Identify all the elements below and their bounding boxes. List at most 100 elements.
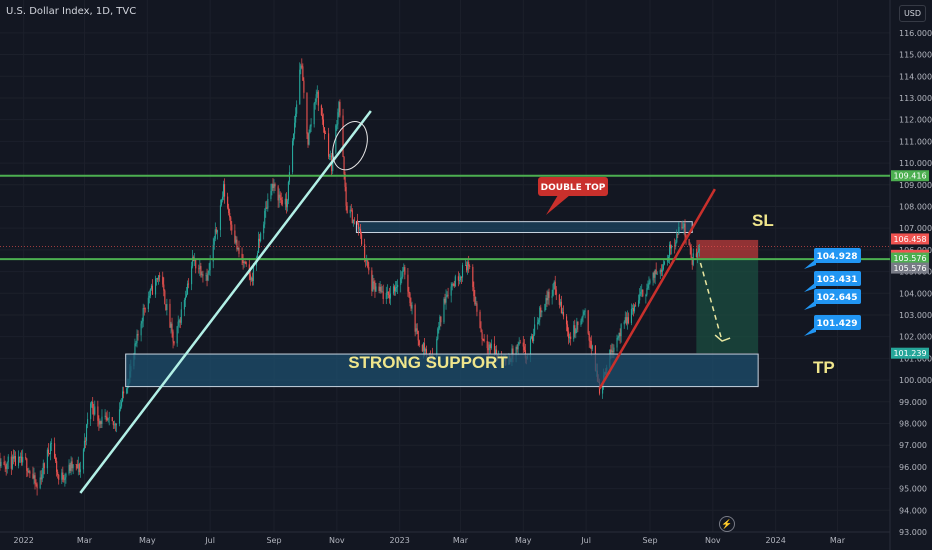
candle-body [465, 264, 467, 266]
candle-body [459, 276, 462, 281]
candle-body [453, 283, 455, 287]
candle-body [364, 244, 366, 259]
candle-body [5, 466, 7, 469]
candle-body [349, 209, 351, 214]
candle-body [273, 184, 275, 188]
candle-body [372, 281, 374, 292]
candle-body [64, 477, 66, 480]
candle-body [486, 341, 488, 349]
candle-body [126, 388, 128, 394]
candle-body [237, 247, 239, 250]
projection-arrow [699, 262, 723, 342]
candle-body [670, 244, 672, 249]
stop-loss-zone [696, 239, 759, 260]
candle-body [271, 183, 273, 191]
candle-body [530, 336, 533, 339]
candle-body [458, 280, 460, 281]
candle-body [260, 233, 262, 242]
candle-body [625, 317, 627, 324]
candle-body [671, 245, 673, 249]
candle-body [72, 464, 74, 469]
currency-button[interactable]: USD [899, 5, 926, 22]
candle-body [157, 278, 159, 280]
candle-body [224, 184, 226, 197]
candle-body [42, 463, 44, 475]
candle-body [62, 472, 64, 480]
candle-body [545, 298, 547, 305]
candle-body [92, 401, 94, 409]
candle-body [315, 94, 317, 102]
candle-body [388, 294, 390, 299]
candle-body [34, 475, 36, 484]
candle-body [555, 289, 557, 295]
candle-body [26, 458, 28, 471]
candle-body [617, 337, 619, 339]
candle-body [558, 294, 560, 305]
candle-body [418, 340, 420, 346]
candle-body [238, 247, 240, 254]
candle-body [29, 471, 31, 474]
candle-body [519, 342, 521, 344]
candle-body [235, 239, 237, 243]
candle-body [119, 406, 122, 410]
candle-body [386, 291, 388, 293]
candle-body [588, 333, 590, 341]
candle-body [460, 276, 463, 278]
candle-body [529, 338, 532, 357]
candle-body [639, 294, 641, 301]
support-zone [125, 353, 759, 388]
candle-body [551, 295, 553, 298]
candle-body [367, 260, 369, 267]
candle-body [337, 112, 339, 125]
candle-body [344, 173, 346, 187]
candle-body [25, 456, 27, 459]
candle-body [440, 316, 442, 323]
candle-body [681, 226, 683, 228]
label-pointer [804, 326, 816, 336]
candle-body [330, 155, 332, 157]
candle-body [481, 332, 483, 340]
candle-body [149, 288, 151, 296]
time-tick-label: Jul [580, 536, 591, 545]
candle-body [577, 321, 579, 326]
candle-body [245, 261, 247, 265]
time-tick-label: Mar [77, 536, 93, 545]
candle-body [56, 461, 58, 472]
price-level-badge [891, 233, 929, 245]
candle-body [33, 475, 35, 479]
chart-drawings [0, 110, 890, 494]
candle-body [277, 186, 279, 201]
candle-body [303, 80, 305, 93]
price-level-label: 109.416 [893, 172, 926, 181]
candle-body [359, 228, 362, 235]
lightning-icon[interactable]: ⚡ [719, 516, 735, 532]
price-level-badge [891, 170, 929, 182]
candle-body [396, 287, 398, 288]
time-tick-label: Jul [204, 536, 215, 545]
candle-body [655, 269, 657, 275]
candle-body [83, 440, 86, 450]
candle-body [294, 122, 296, 134]
candle-body [575, 329, 577, 334]
candle-body [4, 465, 6, 467]
candle-body [350, 209, 352, 211]
candle-body [494, 349, 497, 354]
candle-body [230, 217, 232, 225]
candle-body [356, 219, 358, 224]
candle-body [476, 303, 478, 312]
candle-body [684, 223, 686, 237]
price-tick-label: 115.000 [899, 51, 932, 60]
candle-body [482, 339, 484, 340]
candle-body [299, 69, 301, 105]
price-tick-label: 98.000 [899, 419, 927, 428]
candle-body [244, 261, 246, 263]
candle-body [611, 350, 613, 353]
candle-body [610, 349, 612, 353]
candle-body [180, 309, 182, 323]
price-tick-label: 100.000 [899, 376, 932, 385]
candle-body [411, 305, 413, 309]
candle-body [381, 291, 383, 293]
candle-body [61, 472, 63, 480]
candle-body [489, 344, 491, 348]
